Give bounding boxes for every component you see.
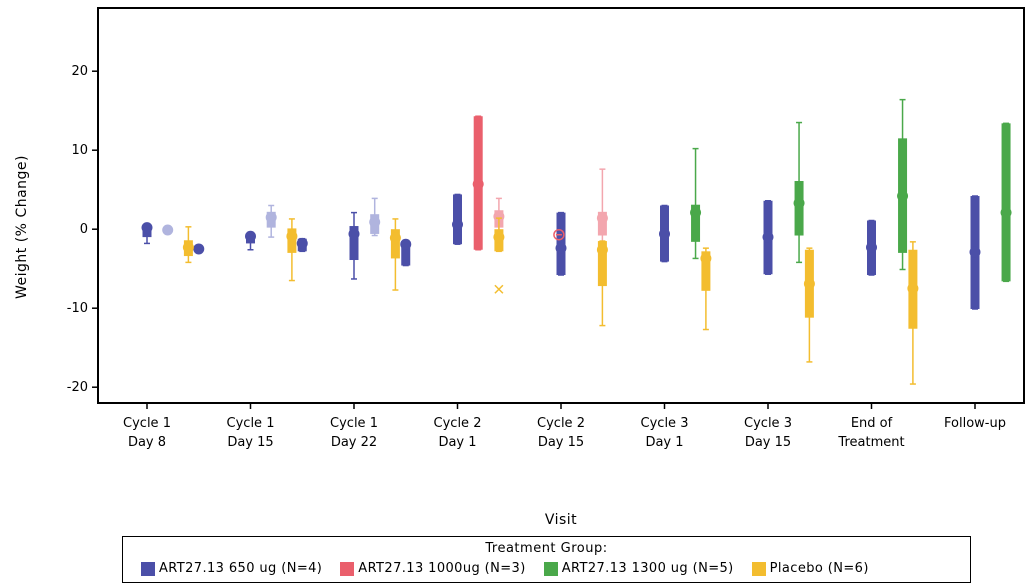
x-tick-label: Cycle 1 — [227, 416, 275, 431]
median-marker — [793, 197, 805, 209]
median-marker — [969, 246, 981, 258]
iqr-box — [691, 204, 701, 242]
median-marker — [866, 241, 877, 253]
legend-swatch — [340, 561, 355, 576]
median-marker — [700, 252, 712, 264]
outlier-marker — [494, 284, 504, 294]
outlier-marker — [553, 228, 565, 241]
median-marker — [193, 243, 205, 255]
x-axis-title: Visit — [545, 512, 577, 528]
iqr-box — [349, 226, 359, 261]
legend-item: ART27.13 1300 ug (N=5) — [543, 561, 734, 576]
median-marker — [369, 216, 381, 228]
y-tick-label: 10 — [71, 143, 88, 158]
y-tick-label: -20 — [67, 380, 88, 395]
x-tick-label: End of — [851, 416, 893, 431]
x-tick-label: Follow-up — [944, 416, 1006, 431]
x-tick-label: Day 1 — [438, 435, 476, 450]
median-marker — [762, 231, 774, 243]
x-tick-label: Day 15 — [745, 435, 791, 450]
x-tick-label: Treatment — [837, 435, 904, 450]
iqr-box — [1001, 123, 1011, 282]
legend: Treatment Group: ART27.13 650 ug (N=4) AR… — [122, 536, 971, 583]
legend-label: ART27.13 1000ug (N=3) — [358, 561, 526, 576]
legend-label: ART27.13 1300 ug (N=5) — [561, 561, 734, 576]
legend-item: Placebo (N=6) — [751, 561, 869, 576]
x-tick-label: Day 1 — [645, 435, 683, 450]
plot-area: -20 -10 0 10 20 Cycle 1 Day 8 Cycle 1 Day 15 Cycl… — [67, 7, 1025, 450]
median-marker — [162, 224, 174, 236]
legend-swatch — [751, 561, 766, 576]
x-tick-label: Day 15 — [227, 435, 273, 450]
y-tick-label: 20 — [71, 64, 88, 79]
median-marker — [493, 231, 505, 243]
median-marker — [493, 211, 505, 223]
y-tick-label: -10 — [67, 301, 88, 316]
median-marker — [690, 207, 702, 219]
x-tick-label: Day 8 — [128, 435, 166, 450]
median-marker — [897, 190, 909, 202]
median-marker — [472, 178, 484, 190]
median-marker — [596, 244, 608, 256]
legend-item: ART27.13 650 ug (N=4) — [141, 561, 322, 576]
median-marker — [348, 228, 360, 240]
legend-label: Placebo (N=6) — [769, 561, 869, 576]
median-marker — [555, 242, 567, 254]
median-marker — [141, 222, 153, 234]
x-tick-label: Cycle 2 — [434, 416, 482, 431]
iqr-box — [390, 229, 400, 259]
legend-label: ART27.13 650 ug (N=4) — [159, 561, 323, 576]
median-marker — [389, 232, 401, 244]
median-marker — [286, 230, 298, 242]
median-marker — [296, 237, 308, 249]
median-marker — [1000, 207, 1012, 219]
y-tick-label: 0 — [80, 222, 88, 237]
y-axis-title: Weight (% Change) — [14, 155, 30, 299]
median-marker — [659, 228, 670, 240]
median-marker — [907, 282, 919, 294]
x-tick-label: Cycle 3 — [641, 416, 689, 431]
legend-swatch — [543, 561, 558, 576]
median-marker — [245, 230, 256, 242]
iqr-box — [597, 241, 607, 287]
x-tick-label: Day 15 — [538, 435, 584, 450]
iqr-box — [701, 251, 711, 291]
iqr-box — [401, 241, 411, 266]
legend-title: Treatment Group: — [485, 541, 608, 556]
median-marker — [452, 218, 463, 230]
legend-item: ART27.13 1000ug (N=3) — [340, 561, 525, 576]
x-tick-label: Day 22 — [331, 435, 377, 450]
plot-frame — [97, 7, 1025, 404]
median-marker — [596, 212, 608, 224]
median-marker — [265, 211, 277, 223]
median-marker — [182, 241, 194, 253]
median-marker — [400, 238, 412, 250]
x-tick-label: Cycle 2 — [537, 416, 585, 431]
iqr-box — [597, 211, 607, 236]
x-tick-label: Cycle 1 — [330, 416, 378, 431]
legend-swatch — [141, 561, 155, 576]
x-tick-label: Cycle 3 — [744, 416, 792, 431]
legend-items: ART27.13 650 ug (N=4) ART27.13 1000ug (N=… — [141, 561, 869, 576]
median-marker — [803, 278, 815, 290]
x-tick-label: Cycle 1 — [123, 416, 171, 431]
